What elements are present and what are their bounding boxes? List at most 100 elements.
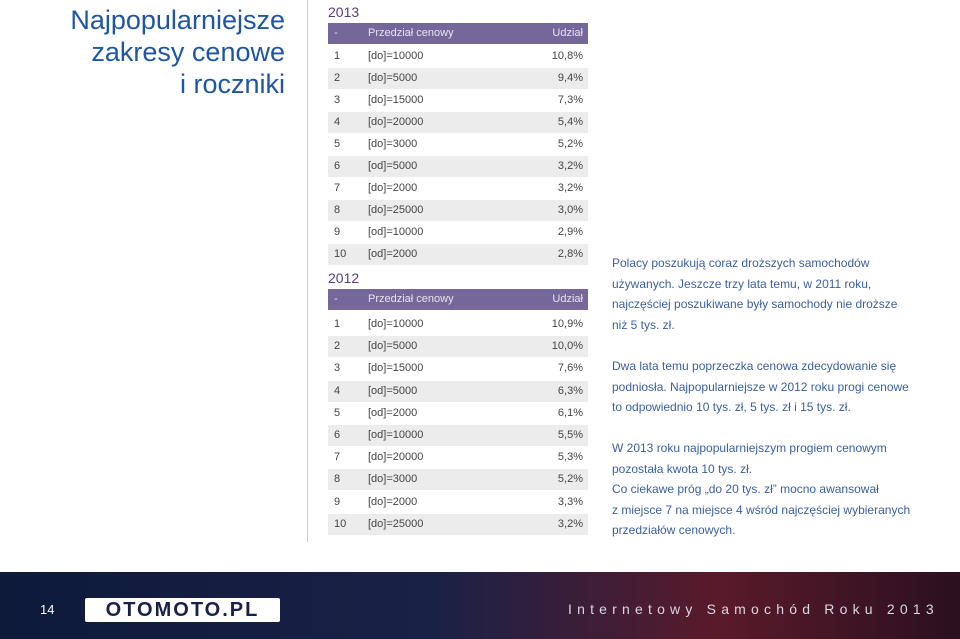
table-row: 10 [od]=2000 2,8% (328, 244, 588, 265)
cell: [od]=2000 (368, 248, 418, 260)
cell: 3,2% (557, 182, 583, 194)
paragraph-line: to odpowiednio 10 tys. zł, 5 tys. zł i 1… (612, 400, 851, 414)
cell: [do]=3000 (368, 138, 418, 150)
table-row: 10 [do]=25000 3,2% (328, 513, 588, 535)
table-row: 2 [do]=5000 10,0% (328, 336, 588, 358)
title-line: zakresy cenowe (91, 37, 285, 67)
cell: [od]=10000 (368, 429, 424, 441)
cell: - (334, 293, 338, 305)
cell: 3,2% (557, 517, 583, 530)
paragraph-line: używanych. Jeszcze trzy lata temu, w 201… (612, 276, 872, 291)
page-number: 14 (40, 602, 55, 617)
cell: 6 (334, 429, 341, 441)
table-row: 5 [do]=3000 5,2% (328, 134, 588, 155)
cell: 3 (334, 362, 341, 375)
cell: [do]=5000 (368, 72, 418, 84)
cell: 8 (334, 473, 341, 486)
cell: 2,8% (557, 248, 583, 260)
table-row: 8 [do]=3000 5,2% (328, 469, 588, 491)
paragraph-line: najczęściej poszukiwane były samochody n… (612, 297, 898, 311)
cell: 6 (334, 160, 341, 172)
cell: 5 (334, 138, 341, 150)
cell: [od]=5000 (368, 384, 418, 397)
cell: 7,3% (557, 94, 583, 106)
cell: 10,9% (551, 318, 583, 330)
table-row: 9 [do]=2000 3,3% (328, 492, 588, 513)
cell: 9,4% (557, 72, 583, 84)
cell: [do]=5000 (368, 340, 418, 353)
cell: 5,2% (557, 473, 583, 486)
cell: [do]=20000 (368, 116, 424, 128)
cell: 9 (334, 226, 341, 238)
table-row: 4 [od]=5000 6,3% (328, 380, 588, 402)
cell: - (334, 27, 338, 39)
cell: 10,0% (551, 340, 583, 353)
footer: 14 OTOMOTO.PL Internetowy Samochód Roku … (0, 572, 960, 639)
cell: 6,3% (557, 384, 583, 397)
cell: [do]=2000 (368, 182, 418, 194)
cell: [do]=15000 (368, 94, 424, 106)
cell: [do]=10000 (368, 318, 424, 330)
cell: 10 (334, 517, 347, 530)
cell: 7 (334, 451, 341, 464)
cell: 7 (334, 182, 341, 194)
cell: 4 (334, 116, 341, 128)
cell: 2,9% (557, 226, 583, 238)
cell: 1 (334, 50, 341, 62)
title-line: Najpopularniejsze (70, 5, 285, 35)
table-row: 3 [do]=15000 7,6% (328, 358, 588, 379)
cell: [do]=2000 (368, 495, 418, 508)
divider (307, 0, 308, 542)
cell: 3 (334, 94, 341, 106)
paragraph-line: z miejsce 7 na miejsce 4 wśród najczęści… (612, 502, 911, 517)
cell: [od]=2000 (368, 406, 418, 419)
cell: 3,2% (557, 160, 583, 172)
cell: Przedział cenowy (368, 27, 454, 39)
cell: 5 (334, 406, 341, 419)
cell: 5,5% (557, 429, 583, 441)
paragraph-line: niż 5 tys. zł. (612, 317, 675, 332)
cell: [do]=3000 (368, 473, 418, 486)
cell: 9 (334, 495, 341, 508)
paragraph-line: Co ciekawe próg „do 20 tys. zł” mocno aw… (612, 482, 879, 496)
cell: 2 (334, 340, 341, 353)
footer-caption: Internetowy Samochód Roku 2013 (568, 601, 939, 617)
table-row: 5 [od]=2000 6,1% (328, 403, 588, 424)
table-row: 7 [do]=20000 5,3% (328, 447, 588, 468)
table-row: 6 [od]=10000 5,5% (328, 425, 588, 446)
cell: 10 (334, 248, 347, 260)
paragraph-line: Dwa lata temu poprzeczka cenowa zdecydow… (612, 359, 897, 373)
table-row: 2 [do]=5000 9,4% (328, 68, 588, 89)
cell: 5,2% (557, 138, 583, 150)
cell: [do]=25000 (368, 204, 424, 216)
table-row: 1 [do]=10000 10,9% (328, 314, 588, 335)
cell: 7,6% (557, 362, 583, 375)
cell: 8 (334, 204, 341, 216)
table-year: 2012 (328, 270, 360, 286)
cell: 3,0% (557, 204, 583, 216)
logo: OTOMOTO.PL (85, 598, 280, 622)
cell: 1 (334, 318, 341, 330)
paragraph-line: przedziałów cenowych. (612, 523, 736, 537)
table-row: - Przedział cenowy Udział (328, 23, 588, 44)
cell: 10,8% (551, 50, 583, 62)
cell: [od]=5000 (368, 160, 418, 172)
table-year: 2013 (328, 4, 360, 20)
cell: Udział (552, 293, 583, 305)
table-row: 1 [do]=10000 10,8% (328, 46, 588, 67)
cell: 5,4% (557, 116, 583, 128)
paragraph-line: W 2013 roku najpopularniejszym progiem c… (612, 441, 887, 455)
table-row: - Przedział cenowy Udział (328, 289, 588, 310)
cell: 5,3% (557, 451, 583, 464)
table-row: 8 [do]=25000 3,0% (328, 200, 588, 221)
cell: 3,3% (557, 495, 583, 508)
cell: [do]=25000 (368, 517, 424, 530)
table-row: 7 [do]=2000 3,2% (328, 178, 588, 199)
table-row: 3 [do]=15000 7,3% (328, 90, 588, 111)
paragraph-line: podniosła. Najpopularniejsze w 2012 roku… (612, 379, 909, 394)
title-line: i roczniki (179, 69, 285, 99)
cell: [od]=10000 (368, 226, 424, 238)
table-row: 9 [od]=10000 2,9% (328, 222, 588, 243)
table-row: 6 [od]=5000 3,2% (328, 156, 588, 177)
